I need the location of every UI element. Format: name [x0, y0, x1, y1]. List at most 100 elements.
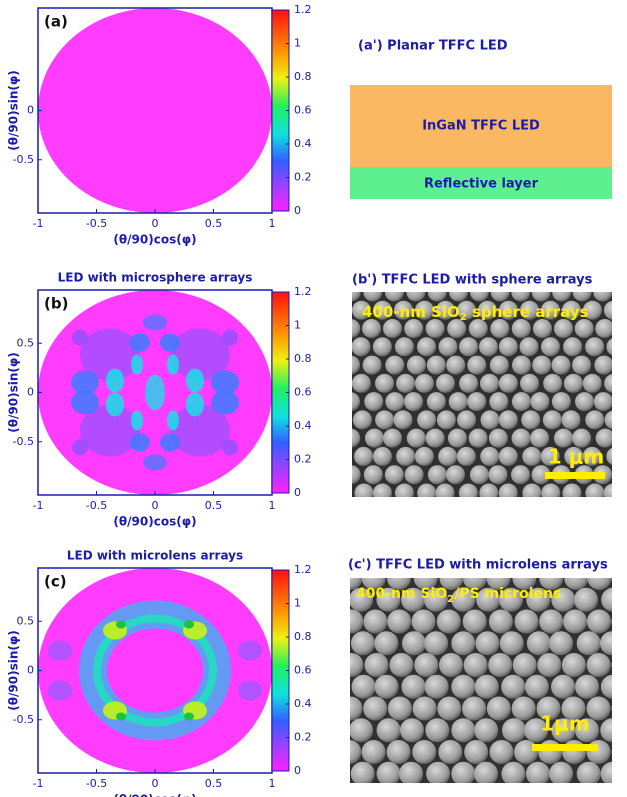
intensity-spot — [184, 713, 194, 721]
sphere — [490, 356, 509, 375]
sphere — [386, 502, 405, 521]
sphere — [563, 784, 587, 797]
sphere — [489, 740, 513, 764]
sphere — [394, 410, 413, 429]
sphere — [385, 392, 404, 411]
colorbar-tick-label: 1 — [294, 37, 301, 50]
x-tick-label: -0.5 — [86, 499, 107, 512]
sphere — [616, 319, 627, 338]
colorbar-tick-label: 0.2 — [294, 171, 312, 184]
sphere — [331, 301, 350, 320]
colorbar-tick-label: 0.6 — [294, 386, 312, 399]
sphere — [551, 675, 575, 699]
x-axis-label: (θ/90)cos(φ) — [113, 515, 196, 529]
sphere — [585, 337, 604, 356]
sphere — [448, 429, 467, 448]
sphere — [353, 410, 372, 429]
intensity-spot — [211, 371, 239, 395]
sphere — [510, 502, 529, 521]
intensity-spot — [131, 411, 143, 431]
sphere — [331, 447, 350, 466]
y-tick-label: -0.5 — [13, 153, 34, 166]
intensity-spot — [72, 330, 88, 346]
sphere — [543, 374, 562, 393]
sphere — [457, 447, 476, 466]
label-text: 400-nm SiO — [356, 586, 447, 602]
sphere — [480, 374, 499, 393]
sphere — [585, 483, 604, 502]
x-tick-label: 1 — [269, 499, 276, 512]
sphere — [352, 675, 376, 699]
sphere — [501, 762, 525, 786]
scale-bar — [532, 744, 598, 751]
sphere — [462, 784, 486, 797]
sphere — [499, 410, 518, 429]
sphere — [436, 374, 455, 393]
sphere — [469, 319, 488, 338]
sphere — [594, 392, 613, 411]
sphere — [402, 631, 426, 655]
intensity-spot — [160, 434, 180, 452]
x-tick-label: 0.5 — [205, 217, 223, 230]
sphere — [573, 502, 592, 521]
sphere — [405, 465, 424, 484]
sphere — [327, 718, 351, 742]
sphere — [451, 675, 475, 699]
sphere — [341, 319, 360, 338]
sphere — [389, 784, 413, 797]
sphere — [446, 356, 465, 375]
label-subscript: 2 — [460, 312, 467, 323]
sphere — [617, 465, 627, 484]
sphere — [562, 653, 586, 677]
x-axis-label: (θ/90)cos(φ) — [113, 793, 196, 797]
sphere — [587, 784, 611, 797]
colorbar-tick-label: 0 — [294, 486, 301, 499]
sphere — [438, 337, 457, 356]
sphere — [563, 610, 587, 634]
y-axis-label: (θ/90)sin(φ) — [7, 70, 21, 150]
sphere — [449, 392, 468, 411]
y-tick-label: 0.5 — [17, 614, 35, 627]
x-tick-label: 0 — [152, 777, 159, 790]
sphere — [526, 762, 550, 786]
sphere — [612, 653, 627, 677]
sphere — [383, 319, 402, 338]
x-tick-label: -0.5 — [86, 217, 107, 230]
panel-title: (b') TFFC LED with sphere arrays — [352, 273, 593, 288]
sphere — [596, 502, 615, 521]
sphere — [446, 465, 465, 484]
sphere — [601, 675, 625, 699]
sphere — [512, 356, 531, 375]
sphere — [615, 502, 627, 521]
figure: (a') Planar TFFC LED InGaN TFFC LED Refl… — [0, 0, 627, 797]
sphere — [614, 392, 627, 411]
sphere — [612, 740, 627, 764]
sphere — [572, 356, 591, 375]
sphere — [587, 610, 611, 634]
sphere — [437, 697, 461, 721]
sphere — [426, 762, 450, 786]
sphere — [617, 356, 627, 375]
sphere — [594, 356, 613, 375]
sphere — [615, 429, 627, 448]
intensity-spot — [71, 371, 99, 395]
sphere — [587, 697, 611, 721]
colorbar-tick-label: 0.4 — [294, 697, 312, 710]
sphere — [587, 740, 611, 764]
sphere — [388, 697, 412, 721]
sphere — [587, 653, 611, 677]
intensity-spot — [116, 621, 126, 629]
sphere — [373, 483, 392, 502]
sphere — [448, 502, 467, 521]
sphere — [606, 337, 625, 356]
sphere — [601, 762, 625, 786]
scale-bar-label: 1μm — [540, 712, 589, 736]
sphere — [395, 337, 414, 356]
sphere — [511, 465, 530, 484]
colorbar-tick-label: 0.2 — [294, 731, 312, 744]
sphere — [364, 653, 388, 677]
sphere — [499, 447, 518, 466]
sphere — [489, 610, 513, 634]
sphere — [459, 337, 478, 356]
sphere — [396, 447, 415, 466]
